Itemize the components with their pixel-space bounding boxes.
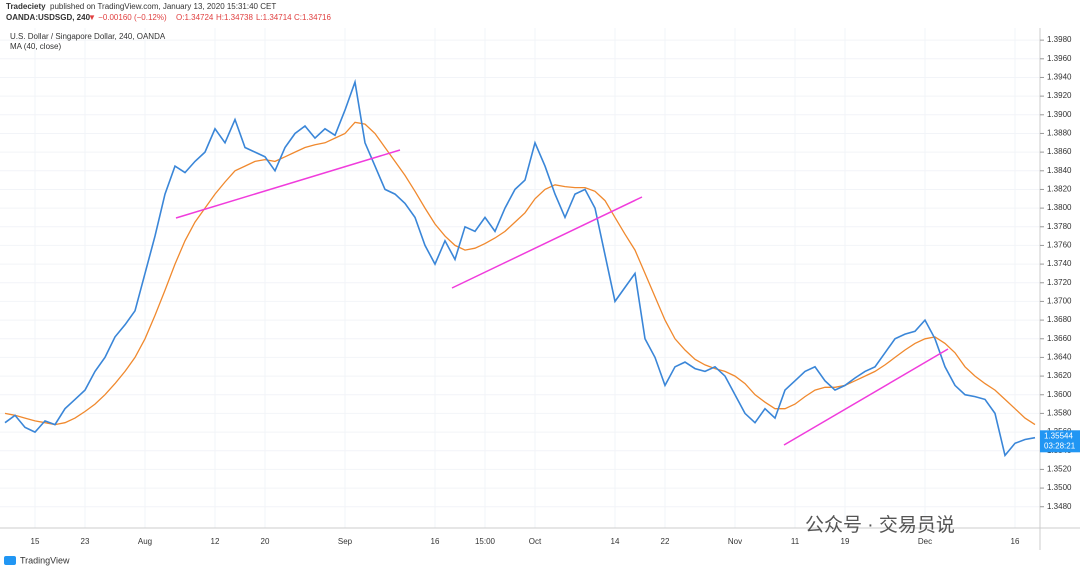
ohlc-close: C:1.34716 bbox=[294, 13, 331, 22]
y-tick-label: 1.3660 bbox=[1047, 334, 1072, 343]
y-tick-label: 1.3480 bbox=[1047, 502, 1072, 511]
ohlc-open: O:1.34724 bbox=[176, 13, 214, 22]
x-tick-label: 22 bbox=[661, 537, 670, 546]
trend-line bbox=[175, 149, 401, 219]
plot-area bbox=[0, 28, 1040, 528]
y-tick-label: 1.3680 bbox=[1047, 315, 1072, 324]
y-tick-label: 1.3920 bbox=[1047, 91, 1072, 100]
x-tick-label: 19 bbox=[841, 537, 850, 546]
watermark: 公众号 · 交易员说 bbox=[805, 514, 955, 536]
x-tick-label: 12 bbox=[211, 537, 220, 546]
x-tick-label: 23 bbox=[81, 537, 90, 546]
trend-line bbox=[783, 348, 949, 446]
x-tick-label: 15 bbox=[31, 537, 40, 546]
x-tick-label: Dec bbox=[918, 537, 932, 546]
y-tick-label: 1.3760 bbox=[1047, 241, 1072, 250]
y-tick-label: 1.3520 bbox=[1047, 465, 1072, 474]
footer: TradingView bbox=[20, 555, 70, 565]
countdown: 03:28:21 bbox=[1044, 441, 1076, 450]
y-tick-label: 1.3580 bbox=[1047, 409, 1072, 418]
y-tick-label: 1.3700 bbox=[1047, 297, 1072, 306]
y-tick-label: 1.3800 bbox=[1047, 203, 1072, 212]
published-info: published on TradingView.com, January 13… bbox=[50, 2, 276, 11]
series-line bbox=[4, 121, 1036, 426]
logo bbox=[4, 556, 16, 565]
y-tick-label: 1.3980 bbox=[1047, 35, 1072, 44]
publisher: Tradeciety bbox=[6, 2, 46, 11]
y-tick-label: 1.3880 bbox=[1047, 129, 1072, 138]
x-tick-label: 16 bbox=[431, 537, 440, 546]
y-tick-label: 1.3840 bbox=[1047, 166, 1072, 175]
y-tick-label: 1.3820 bbox=[1047, 185, 1072, 194]
x-tick-label: Aug bbox=[138, 537, 152, 546]
x-tick-label: 11 bbox=[791, 537, 800, 546]
y-tick-label: 1.3640 bbox=[1047, 353, 1072, 362]
x-tick-label: Nov bbox=[728, 537, 742, 546]
y-tick-label: 1.3740 bbox=[1047, 259, 1072, 268]
ohlc-high: H:1.34738 bbox=[216, 13, 253, 22]
y-tick-label: 1.3600 bbox=[1047, 390, 1072, 399]
y-tick-label: 1.3940 bbox=[1047, 73, 1072, 82]
y-tick-label: 1.3860 bbox=[1047, 147, 1072, 156]
x-tick-label: Sep bbox=[338, 537, 353, 546]
y-tick-label: 1.3960 bbox=[1047, 54, 1072, 63]
symbol: OANDA:USDSGD, 240 bbox=[6, 13, 91, 22]
y-tick-label: 1.3900 bbox=[1047, 110, 1072, 119]
y-tick-label: 1.3780 bbox=[1047, 222, 1072, 231]
last-price-label: 1.35544 bbox=[1044, 431, 1073, 440]
legend-entry: U.S. Dollar / Singapore Dollar, 240, OAN… bbox=[10, 32, 166, 41]
y-tick-label: 1.3620 bbox=[1047, 371, 1072, 380]
trend-line bbox=[451, 196, 643, 289]
x-tick-label: Oct bbox=[529, 537, 542, 546]
change: ▼ −0.00160 (−0.12%) bbox=[88, 13, 167, 22]
y-tick-label: 1.3720 bbox=[1047, 278, 1072, 287]
last-price-box bbox=[1040, 430, 1080, 453]
x-tick-label: 15:00 bbox=[475, 537, 496, 546]
x-tick-label: 14 bbox=[611, 537, 620, 546]
x-tick-label: 20 bbox=[261, 537, 270, 546]
series-line bbox=[4, 78, 1036, 458]
x-tick-label: 16 bbox=[1011, 537, 1020, 546]
y-tick-label: 1.3500 bbox=[1047, 483, 1072, 492]
legend-entry: MA (40, close) bbox=[10, 42, 61, 51]
ohlc-low: L:1.34714 bbox=[256, 13, 292, 22]
